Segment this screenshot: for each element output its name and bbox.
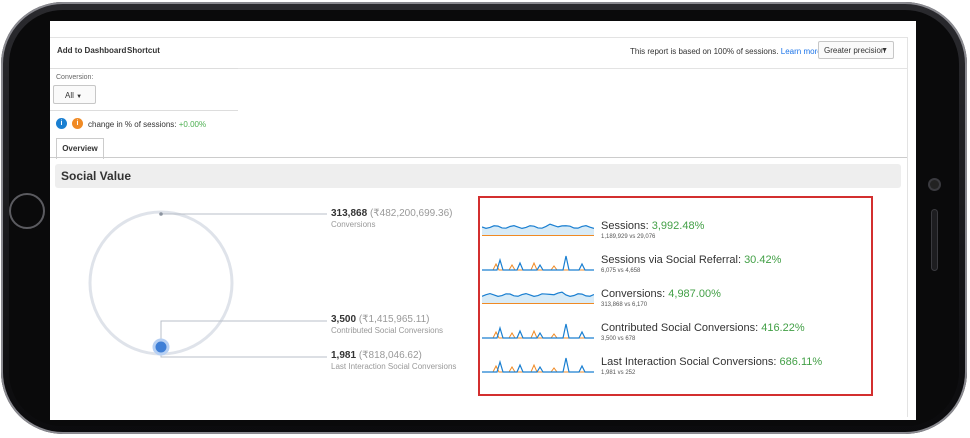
conversion-filter-dropdown[interactable]: All ▼ [53,85,96,104]
connector-line [160,351,327,358]
metric-change-value: 416.22% [761,322,805,334]
conversions-stat: 313,868 (₹482,200,699.36) Conversions [331,208,452,229]
metric-change-value: 686.11% [779,356,823,368]
chevron-down-icon: ▼ [76,94,83,100]
metric-title: Sessions via Social Referral: 30.42% [601,254,781,266]
change-label: change in % of sessions: [88,120,177,129]
screen: Add to Dashboard Shortcut This report is… [50,21,916,420]
metric-change-value: 3,992.48% [651,220,705,232]
sampling-note-text: This report is based on 100% of sessions… [630,47,779,56]
last-interaction-stat: 1,981 (₹818,046.62) Last Interaction Soci… [331,350,456,371]
segment-change-note: change in % of sessions: +0.00% [88,120,206,129]
metric-row: Last Interaction Social Conversions: 686… [480,348,871,382]
metric-comparison: 6,075 vs 4,658 [601,268,641,274]
connector-line [160,320,327,346]
metric-title: Contributed Social Conversions: 416.22% [601,322,805,334]
section-header: Social Value [55,164,901,188]
metric-label: Contributed Social Conversions: [601,322,762,334]
metric-change-value: 4,987.00% [668,288,721,300]
learn-more-link[interactable]: Learn more [780,47,822,56]
metric-label: Sessions via Social Referral: [601,254,745,266]
tab-underline [50,157,907,158]
metric-label: Sessions: [601,220,652,232]
metric-comparison: 313,868 vs 6,170 [601,302,648,308]
home-button [9,193,45,229]
social-value-flow-diagram [88,210,327,358]
stat-value: 3,500 [331,314,357,325]
tab-overview[interactable]: Overview [56,138,104,159]
sparkline-chart [482,323,594,339]
metric-label: Conversions: [601,288,669,300]
precision-select[interactable]: Greater precision ▼ [818,41,894,59]
add-to-dashboard-button[interactable]: Add to Dashboard [57,46,127,55]
chevron-down-icon: ▼ [881,47,888,54]
metric-change-value: 30.42% [744,254,782,266]
stat-money: (₹1,415,965.11) [358,314,430,325]
conversion-filter-value: All [65,91,74,100]
highlighted-metrics-box: Sessions: 3,992.48% 1,189,929 vs 29,076 Se… [478,196,873,396]
connector-dot [159,212,163,216]
sparkline-chart [482,223,594,236]
segment-comparison-icon[interactable]: i [72,118,83,129]
divider [50,110,238,111]
sparkline-chart [482,291,594,304]
camera-icon [930,180,939,189]
conversion-filter-label: Conversion: [56,74,94,81]
metric-comparison: 1,981 vs 252 [601,370,636,376]
metric-row: Conversions: 4,987.00% 313,868 vs 6,170 [480,280,871,314]
speaker-grille [932,210,937,270]
metric-comparison: 1,189,929 vs 29,076 [601,234,656,240]
sampling-note: This report is based on 100% of sessions… [630,47,822,56]
stat-value: 313,868 [331,208,368,219]
section-title: Social Value [61,169,132,183]
segment-all-users-icon[interactable]: i [56,118,67,129]
social-conversions-circle [152,338,170,356]
sparkline-series-blue [482,255,594,271]
sparkline-chart [482,255,594,271]
change-value: +0.00% [178,120,207,129]
metric-title: Conversions: 4,987.00% [601,288,721,300]
metric-row: Sessions via Social Referral: 30.42% 6,07… [480,246,871,280]
contributed-social-stat: 3,500 (₹1,415,965.11) Contributed Social … [331,314,443,335]
panel-border [907,37,908,417]
stat-label: Last Interaction Social Conversions [331,362,457,371]
sparkline-series-blue [482,323,594,339]
stat-value: 1,981 [331,350,357,361]
sparkline-series-blue [482,223,594,230]
metric-title: Last Interaction Social Conversions: 686… [601,356,822,368]
report-toolbar: Add to Dashboard Shortcut This report is… [50,37,907,69]
metric-label: Last Interaction Social Conversions: [601,356,780,368]
divider [50,68,238,69]
metric-row: Contributed Social Conversions: 416.22% 3… [480,314,871,348]
shortcut-button[interactable]: Shortcut [127,46,160,55]
stat-money: (₹818,046.62) [358,350,422,361]
precision-value: Greater precision [824,46,886,55]
metric-comparison: 3,500 vs 678 [601,336,636,342]
sparkline-series-blue [482,291,594,297]
stat-label: Conversions [331,220,376,229]
stat-money: (₹482,200,699.36) [369,208,453,219]
sparkline-series-blue [482,357,594,373]
metric-title: Sessions: 3,992.48% [601,220,704,232]
metric-row: Sessions: 3,992.48% 1,189,929 vs 29,076 [480,212,871,246]
sparkline-chart [482,357,594,373]
stat-label: Contributed Social Conversions [331,326,444,335]
